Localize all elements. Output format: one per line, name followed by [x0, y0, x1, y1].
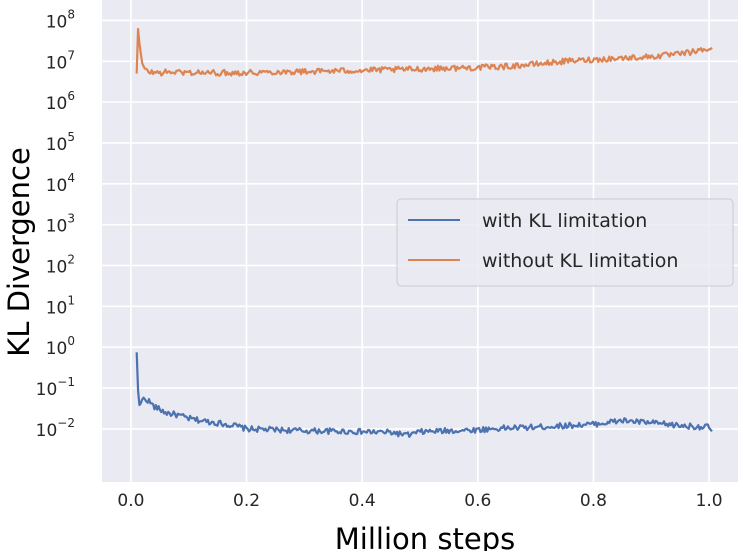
y-tick-label: 108 — [46, 7, 75, 32]
legend: with KL limitation without KL limitation — [396, 198, 734, 287]
y-tick-exponent: −2 — [57, 416, 75, 430]
y-tick-label: 101 — [46, 293, 75, 318]
y-tick-label: 10−2 — [36, 416, 75, 441]
y-tick-exponent: −1 — [57, 375, 75, 389]
y-tick-label: 106 — [46, 89, 75, 114]
x-axis-title: Million steps — [335, 522, 515, 551]
x-tick-label: 0.4 — [349, 491, 376, 511]
y-tick-exponent: 8 — [67, 7, 75, 21]
y-tick-label: 105 — [46, 130, 75, 155]
x-tick-label: 0.8 — [580, 491, 607, 511]
series-line-with-kl — [135, 352, 713, 438]
x-tick-label: 0.6 — [464, 491, 491, 511]
y-tick-exponent: 7 — [67, 48, 75, 62]
series-line-without-kl — [135, 27, 713, 77]
series-lines — [135, 27, 713, 438]
y-tick-exponent: 3 — [67, 212, 75, 226]
y-tick-exponent: 2 — [67, 253, 75, 267]
y-tick-label: 100 — [46, 334, 75, 359]
grid-lines — [102, 0, 738, 482]
y-tick-exponent: 4 — [67, 171, 75, 185]
y-tick-exponent: 0 — [67, 334, 75, 348]
y-tick-exponent: 5 — [67, 130, 75, 144]
y-tick-label: 107 — [46, 48, 75, 73]
legend-label-without-kl: without KL limitation — [482, 250, 678, 272]
y-tick-label: 10−1 — [36, 375, 75, 400]
y-axis-title: KL Divergence — [2, 147, 36, 357]
y-tick-exponent: 6 — [67, 89, 75, 103]
x-tick-label: 0.0 — [117, 491, 144, 511]
y-tick-label: 102 — [46, 253, 75, 278]
x-tick-label: 0.2 — [233, 491, 260, 511]
tick-labels: 0.0 0.2 0.4 0.6 0.8 1.01081071061051041031021… — [36, 7, 723, 511]
y-tick-label: 103 — [46, 212, 75, 237]
y-tick-label: 104 — [46, 171, 75, 196]
legend-label-with-kl: with KL limitation — [482, 210, 647, 232]
legend-box — [396, 198, 734, 287]
x-tick-label: 1.0 — [696, 491, 723, 511]
y-tick-exponent: 1 — [67, 293, 75, 307]
